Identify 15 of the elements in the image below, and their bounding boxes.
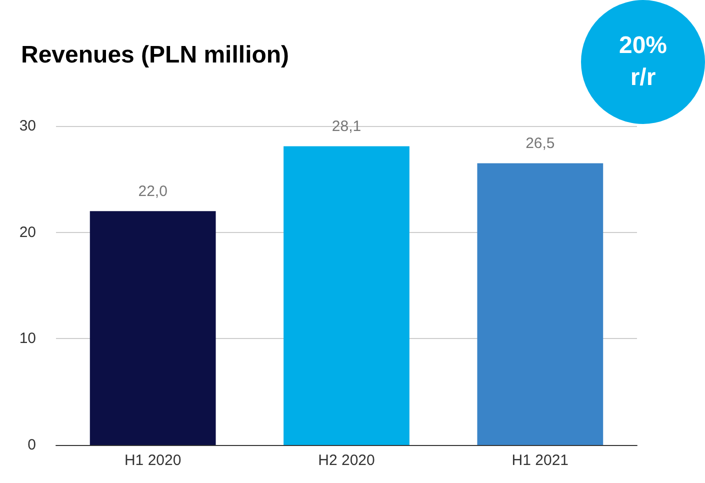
y-tick-label: 30 — [19, 118, 36, 134]
x-tick-label: H2 2020 — [318, 452, 375, 469]
badge-circle: 20% r/r — [581, 0, 705, 124]
data-label: 26,5 — [526, 135, 555, 152]
x-tick-label: H1 2020 — [124, 452, 182, 469]
bar — [477, 163, 604, 445]
chart-title: Revenues (PLN million) — [21, 42, 290, 68]
y-tick-label: 20 — [19, 224, 36, 241]
bar — [90, 211, 216, 445]
y-tick-label: 0 — [28, 436, 36, 454]
bar — [284, 146, 410, 445]
data-label: 22,0 — [138, 183, 168, 200]
data-label: 28,1 — [332, 118, 362, 136]
x-tick-label: H1 2021 — [512, 452, 569, 469]
y-tick-label: 10 — [19, 330, 36, 348]
